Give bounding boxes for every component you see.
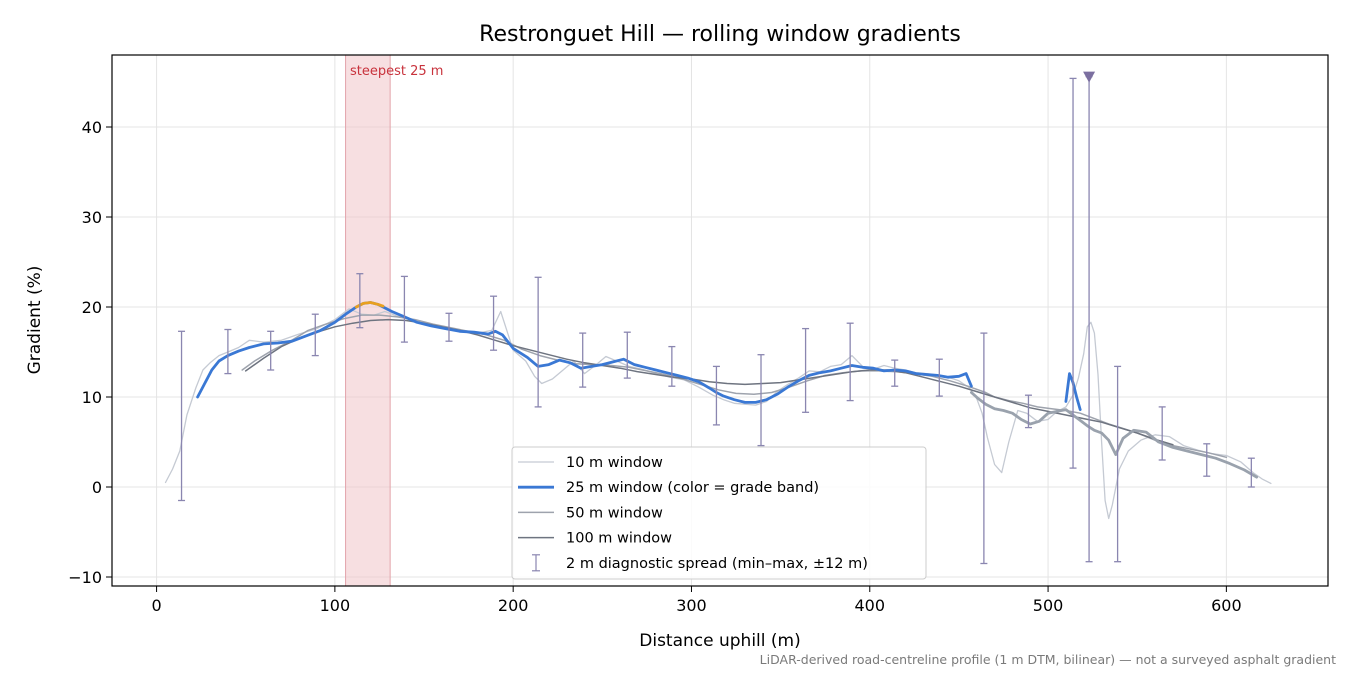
error-bar-6 (445, 312, 453, 342)
marker-layer (1083, 71, 1096, 83)
x-tick-label-1: 100 (320, 596, 351, 615)
x-tick-label-6: 600 (1211, 596, 1242, 615)
chart-title: Restronguet Hill — rolling window gradie… (479, 22, 961, 47)
x-tick-label-2: 200 (498, 596, 529, 615)
error-bar-25 (1247, 457, 1255, 488)
error-bar-17 (935, 358, 943, 397)
error-bar-20 (1069, 77, 1077, 469)
error-bar-1 (224, 328, 232, 375)
y-tick-label-1: 0 (92, 478, 102, 497)
highlight-annotation: steepest 25 m (350, 64, 443, 79)
plot-frame (111, 54, 1329, 587)
legend-label-2: 50 m window (566, 505, 663, 521)
error-bar-3 (311, 313, 319, 357)
error-bar-10 (623, 331, 631, 379)
legend-label-4: 2 m diagnostic spread (min–max, ±12 m) (566, 556, 868, 572)
x-axis-label: Distance uphill (m) (639, 631, 800, 651)
y-tick-label-0: −10 (68, 568, 102, 587)
error-bar-24 (1203, 443, 1211, 477)
error-bar-15 (846, 322, 854, 402)
x-tick-label-4: 400 (854, 596, 885, 615)
series-line-2 (970, 391, 1259, 479)
outlier-marker (1083, 71, 1096, 83)
x-axis-ticks: 0 100 200 300 400 500 600 (151, 586, 1242, 615)
error-bar-23 (1158, 406, 1166, 461)
legend-item-1: 25 m window (color = grade band) (518, 480, 819, 496)
error-bar-19 (1024, 394, 1032, 429)
y-axis-ticks: −10 0 10 20 30 40 (68, 118, 112, 587)
error-bar-13 (757, 354, 765, 447)
legend-box (511, 446, 927, 580)
error-bar-18 (980, 332, 988, 565)
y-tick-label-4: 30 (82, 208, 102, 227)
error-bar-7 (490, 295, 498, 351)
y-tick-label-3: 20 (82, 298, 102, 317)
series-line-6 (244, 318, 1174, 446)
error-bar-22 (1114, 365, 1122, 563)
series-line-3 (354, 301, 385, 309)
legend-item-4: 2 m diagnostic spread (min–max, ±12 m) (532, 554, 868, 572)
x-tick-label-5: 500 (1033, 596, 1064, 615)
error-bar-11 (668, 345, 676, 387)
footnote: LiDAR-derived road-centreline profile (1… (760, 652, 1336, 667)
legend-label-3: 100 m window (566, 531, 672, 547)
error-bar-2 (267, 330, 275, 371)
error-bar-4 (356, 273, 364, 329)
legend-label-0: 10 m window (566, 455, 663, 471)
error-bar-0 (178, 330, 186, 502)
legend-item-2: 50 m window (518, 505, 663, 521)
error-bar-8 (534, 276, 542, 408)
error-bars (178, 75, 1255, 565)
error-bar-14 (802, 327, 810, 413)
legend-label-1: 25 m window (color = grade band) (566, 480, 819, 496)
legend-item-3: 100 m window (518, 531, 672, 547)
legend: 10 m window 25 m window (color = grade ba… (511, 446, 927, 580)
y-tick-label-2: 10 (82, 388, 102, 407)
grid-lines (112, 55, 1328, 586)
x-tick-label-0: 0 (151, 596, 161, 615)
y-tick-label-5: 40 (82, 118, 102, 137)
x-tick-label-3: 300 (676, 596, 707, 615)
error-bar-16 (891, 359, 899, 387)
y-axis-label: Gradient (%) (25, 266, 45, 375)
error-bar-12 (712, 365, 720, 426)
legend-swatch-4 (532, 554, 540, 572)
error-bar-5 (400, 275, 408, 343)
error-bar-9 (579, 332, 587, 388)
legend-item-0: 10 m window (518, 455, 663, 471)
